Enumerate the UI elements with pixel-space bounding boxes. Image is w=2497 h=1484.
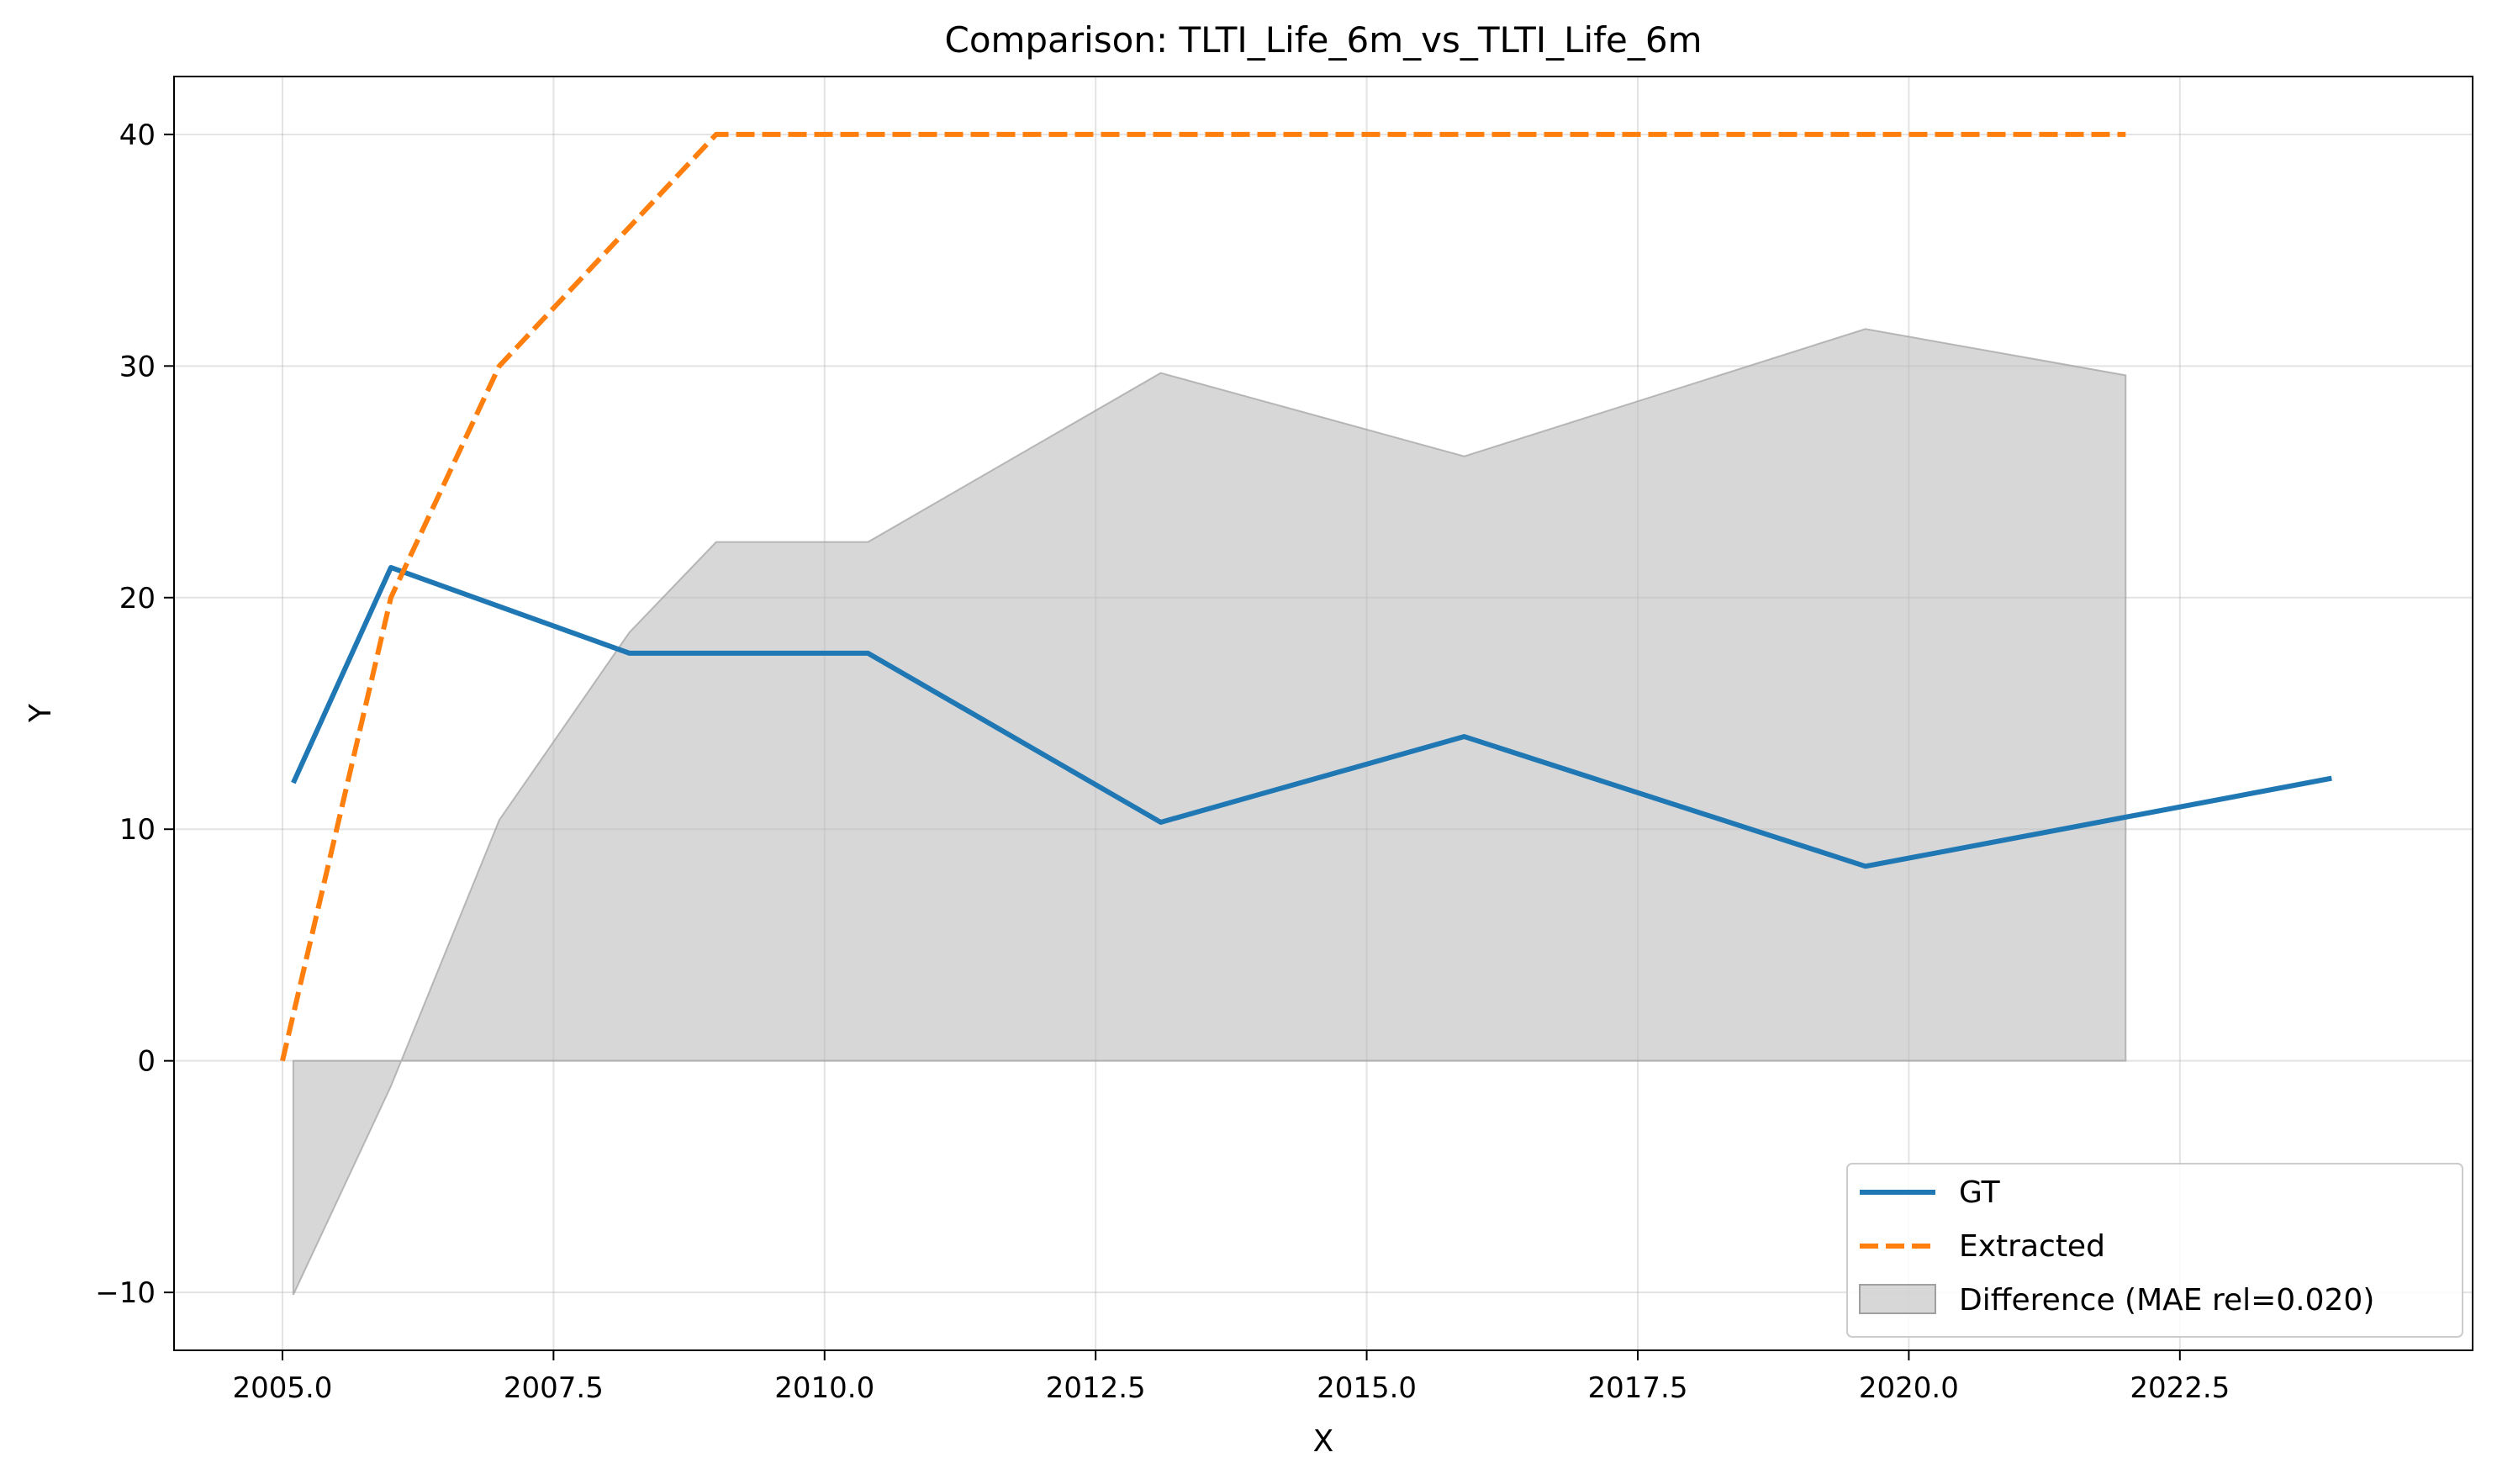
x-tick-label: 2012.5 xyxy=(1046,1371,1146,1405)
x-tick-label: 2010.0 xyxy=(774,1371,874,1405)
difference-area-layer xyxy=(292,328,2127,1296)
series-layer xyxy=(280,131,2332,1062)
legend-gt-label: GT xyxy=(1959,1175,2001,1210)
axis-ticks: 2005.0 2007.5 2010.0 2012.5 2015.0 2017.5 2020… xyxy=(95,119,2230,1405)
x-tick-label: 2022.5 xyxy=(2130,1371,2230,1405)
y-tick-label: 20 xyxy=(119,582,156,615)
plot-frame xyxy=(173,76,2473,1351)
legend-box xyxy=(1846,1163,2463,1338)
gt-line xyxy=(291,564,2332,869)
x-tick-label: 2015.0 xyxy=(1317,1371,1417,1405)
legend-difference-swatch xyxy=(1859,1284,1936,1314)
extracted-line xyxy=(280,131,2126,1062)
x-tick-label: 2020.0 xyxy=(1859,1371,1959,1405)
legend: GT Extracted Difference (MAE rel=0.020) xyxy=(1846,1163,2463,1338)
y-tick-label: 10 xyxy=(119,813,156,847)
y-tick-label: 30 xyxy=(119,350,156,383)
y-axis-title: Y xyxy=(24,703,58,723)
legend-extracted-label: Extracted xyxy=(1959,1229,2105,1264)
x-tick-label: 2005.0 xyxy=(232,1371,332,1405)
x-axis-title: X xyxy=(1313,1424,1334,1459)
y-tick-label: 0 xyxy=(137,1045,156,1079)
legend-difference-label: Difference (MAE rel=0.020) xyxy=(1959,1283,2374,1318)
y-tick-label: −10 xyxy=(95,1276,156,1310)
difference-area xyxy=(292,328,2127,1296)
chart-title: Comparison: TLTI_Life_6m_vs_TLTI_Life_6m xyxy=(945,19,1702,61)
y-tick-label: 40 xyxy=(119,119,156,152)
x-tick-label: 2007.5 xyxy=(504,1371,604,1405)
x-tick-label: 2017.5 xyxy=(1588,1371,1688,1405)
